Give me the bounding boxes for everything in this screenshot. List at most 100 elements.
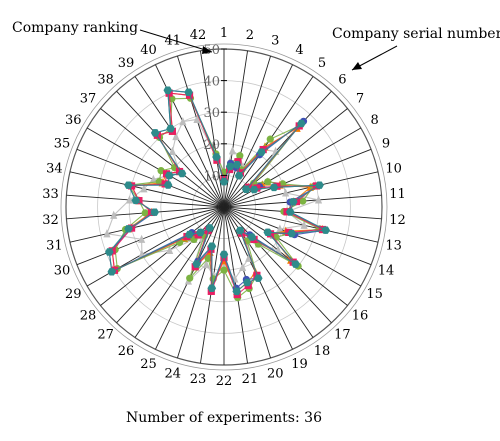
point-29 <box>107 268 117 276</box>
point-34 <box>124 181 133 189</box>
spoke-label-14: 14 <box>378 264 395 279</box>
point-13 <box>300 220 308 229</box>
spoke-label-39: 39 <box>118 56 135 71</box>
point-11 <box>299 197 307 205</box>
point-23 <box>207 284 217 292</box>
point-11 <box>289 198 298 206</box>
spoke-label-22: 22 <box>216 374 233 389</box>
point-25 <box>186 274 194 282</box>
spoke-35 <box>76 148 225 208</box>
radial-tick-40: 40 <box>203 75 220 90</box>
point-3 <box>236 152 244 160</box>
outer-ring-2 <box>60 43 388 371</box>
spoke-label-33: 33 <box>42 187 59 202</box>
spoke-38 <box>116 90 225 208</box>
radial-tick-30: 30 <box>203 106 220 121</box>
radar-grid <box>60 43 388 371</box>
point-24 <box>204 254 212 262</box>
spoke-label-16: 16 <box>352 308 369 323</box>
spoke-label-20: 20 <box>267 366 284 381</box>
spoke-10 <box>223 171 379 208</box>
point-1 <box>219 178 229 186</box>
spoke-41 <box>176 55 225 208</box>
spoke-label-35: 35 <box>54 136 71 151</box>
spoke-label-1: 1 <box>220 26 228 41</box>
spoke-30 <box>76 206 225 266</box>
series-hexagon-2e8b8b <box>105 86 330 296</box>
point-40 <box>163 86 173 94</box>
spoke-28 <box>100 206 225 306</box>
spoke-label-3: 3 <box>271 34 279 49</box>
point-22 <box>219 250 229 259</box>
radial-tick-50: 50 <box>203 43 220 58</box>
point-19 <box>245 253 253 262</box>
point-37 <box>177 169 187 178</box>
spoke-label-7: 7 <box>356 92 364 107</box>
spoke-label-28: 28 <box>80 308 97 323</box>
point-12 <box>285 208 295 216</box>
point-20 <box>243 278 252 287</box>
point-41 <box>193 114 201 124</box>
point-34 <box>140 184 148 193</box>
point-14 <box>287 229 296 238</box>
spoke-9 <box>223 148 372 208</box>
spoke-label-37: 37 <box>80 92 97 107</box>
spoke-16 <box>223 206 348 306</box>
point-4 <box>234 172 244 180</box>
spoke-label-25: 25 <box>140 357 157 372</box>
point-42 <box>212 153 221 161</box>
point-39 <box>172 131 180 141</box>
spoke-labels: 1 2 34567891011121314151617181920212223242… <box>42 26 406 389</box>
spoke-label-13: 13 <box>385 239 402 254</box>
spoke-label-27: 27 <box>97 328 114 343</box>
spoke-label-11: 11 <box>389 187 406 202</box>
spoke-label-42: 42 <box>190 28 207 43</box>
spoke-27 <box>116 206 225 324</box>
point-15 <box>263 228 273 236</box>
point-3 <box>232 161 242 169</box>
point-25 <box>192 260 201 268</box>
point-9 <box>269 183 279 192</box>
point-32 <box>150 208 159 216</box>
spoke-label-30: 30 <box>54 264 71 279</box>
point-5 <box>266 135 274 143</box>
spoke-18 <box>223 206 314 338</box>
spoke-label-5: 5 <box>318 56 326 71</box>
spoke-42 <box>200 50 225 208</box>
spoke-17 <box>223 206 332 324</box>
spoke-36 <box>86 127 225 208</box>
spoke-label-8: 8 <box>371 113 379 128</box>
ranking-annotation: Company ranking <box>12 20 138 36</box>
point-22 <box>220 266 228 274</box>
point-17 <box>247 233 257 241</box>
point-36 <box>165 171 174 180</box>
spoke-label-38: 38 <box>97 72 114 87</box>
spoke-label-4: 4 <box>295 43 303 58</box>
spoke-8 <box>223 127 362 208</box>
spoke-24 <box>176 206 225 359</box>
spoke-label-41: 41 <box>164 34 181 49</box>
point-8 <box>249 185 259 194</box>
spoke-label-26: 26 <box>118 344 135 359</box>
spoke-label-9: 9 <box>382 136 390 151</box>
point-28 <box>185 230 194 239</box>
spoke-39 <box>134 76 225 208</box>
radial-ticks: 10 20 30 40 50 <box>203 43 227 184</box>
point-35 <box>149 174 158 183</box>
spoke-33 <box>66 194 225 208</box>
point-35 <box>163 181 173 189</box>
point-26 <box>205 224 215 232</box>
point-10 <box>282 188 290 197</box>
point-24 <box>202 259 210 268</box>
experiments-label: Number of experiments: 36 <box>126 410 322 426</box>
spoke-label-12: 12 <box>389 213 406 228</box>
spoke-3 <box>223 55 272 208</box>
spoke-label-29: 29 <box>65 287 82 302</box>
point-33 <box>131 196 141 205</box>
spoke-6 <box>223 90 332 208</box>
spoke-12 <box>223 206 382 220</box>
spoke-4 <box>223 64 293 208</box>
spoke-label-32: 32 <box>42 213 59 228</box>
point-32 <box>141 209 149 217</box>
